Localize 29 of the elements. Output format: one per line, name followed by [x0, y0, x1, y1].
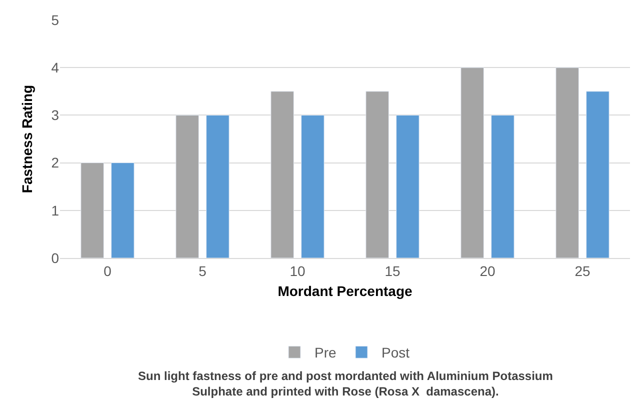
x-tick-label: 10: [290, 262, 306, 279]
x-tick-label: 0: [104, 262, 112, 279]
bar: [396, 114, 420, 258]
bar: [586, 91, 610, 258]
x-tick-label: 5: [198, 262, 207, 279]
y-tick-label: 0: [51, 250, 60, 266]
y-tick-label: 1: [51, 202, 60, 218]
y-axis-title: Fastness Rating: [18, 84, 35, 194]
bar: [111, 162, 134, 258]
bar: [556, 67, 579, 258]
bar: [491, 114, 514, 258]
y-tick-label: 4: [51, 60, 60, 76]
y-tick-label: 5: [51, 12, 60, 28]
bar: [460, 67, 484, 258]
x-tick-label: 25: [574, 262, 590, 279]
bar: [206, 114, 230, 258]
x-tick-label: 20: [480, 262, 496, 279]
bar: [366, 91, 389, 258]
x-tick-label: 15: [384, 262, 400, 279]
text: Sun light fastness of pre and post mordanted with Aluminium Potassium Sulphate and printed with Rose (Rosa X damascena).: [138, 369, 553, 399]
bar: [270, 91, 294, 258]
y-tick-label: 3: [51, 107, 60, 124]
bar: [176, 114, 199, 258]
bar: [301, 114, 324, 258]
y-tick-label: 2: [51, 154, 60, 171]
x-axis-title: Mordant Percentage: [278, 283, 413, 300]
legend-label: Post: [382, 344, 410, 361]
legend-label: Pre: [314, 344, 336, 361]
bar: [80, 162, 104, 258]
